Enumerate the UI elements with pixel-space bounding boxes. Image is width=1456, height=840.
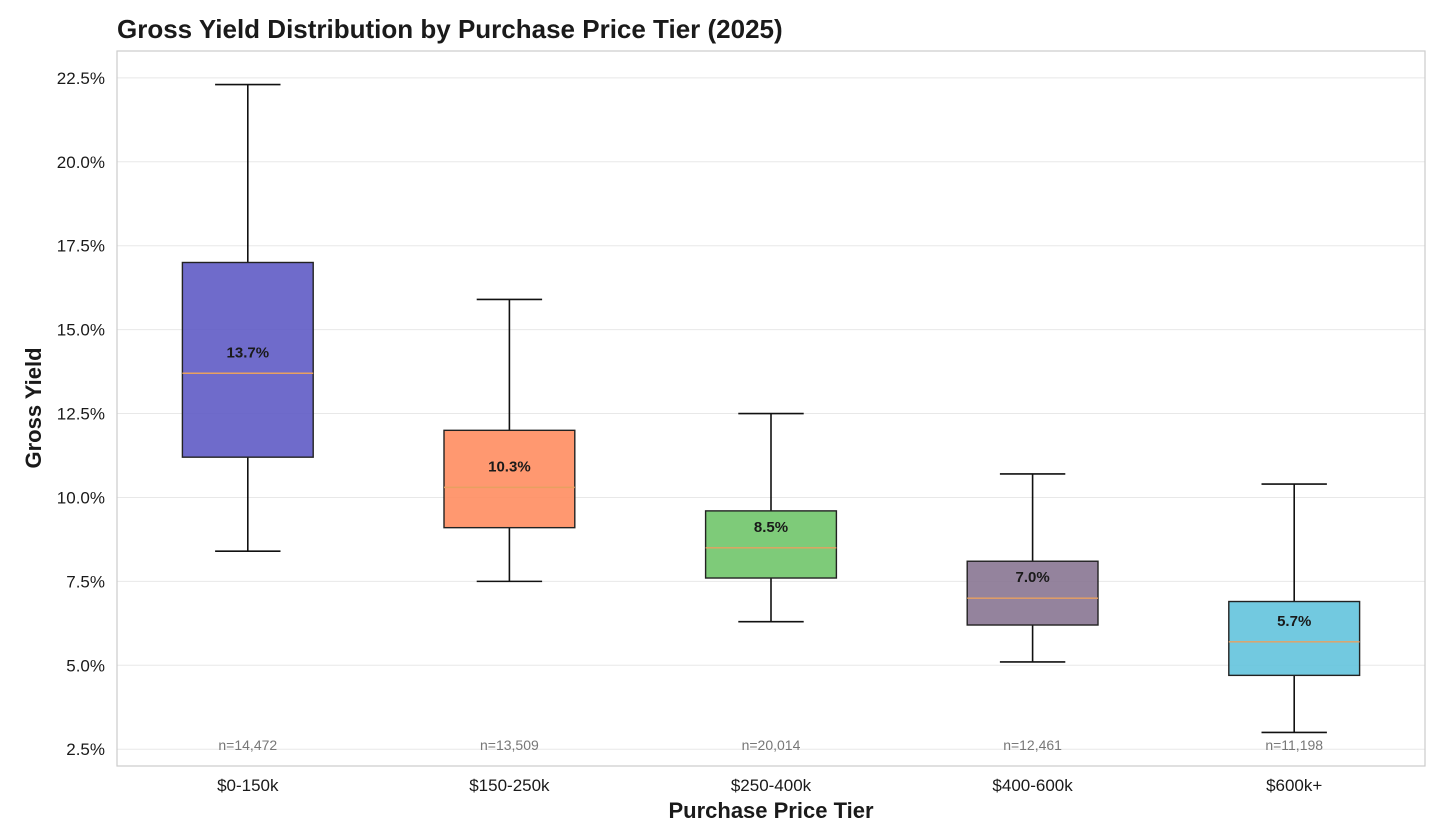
y-tick-label: 17.5% — [57, 237, 105, 256]
plot-area — [117, 51, 1425, 766]
sample-size-label: n=11,198 — [1265, 737, 1323, 753]
box-group: 13.7% n=14,472 — [181, 83, 314, 753]
median-label: 8.5% — [754, 519, 788, 536]
x-axis-ticks: $0-150k $150-250k $250-400k $400-600k $600k+ — [217, 776, 1322, 795]
y-tick-label: 5.0% — [66, 656, 105, 675]
median-label: 5.7% — [1277, 613, 1311, 630]
sample-size-label: n=14,472 — [218, 737, 277, 753]
plot-frame — [116, 50, 1426, 767]
median-label: 10.3% — [488, 458, 531, 475]
box-group: 8.5% n=20,014 — [704, 412, 838, 753]
iqr-box — [1228, 600, 1361, 677]
median-label: 13.7% — [227, 344, 270, 361]
y-tick-label: 20.0% — [57, 153, 105, 172]
box-group: 5.7% n=11,198 — [1228, 483, 1361, 753]
x-tick-label: $600k+ — [1266, 776, 1322, 795]
x-axis-title: Purchase Price Tier — [668, 798, 873, 823]
y-tick-label: 22.5% — [57, 69, 105, 88]
box-group: 10.3% n=13,509 — [443, 298, 576, 753]
median-label: 7.0% — [1015, 569, 1049, 586]
y-tick-label: 15.0% — [57, 321, 105, 340]
sample-size-label: n=13,509 — [480, 737, 539, 753]
chart-title: Gross Yield Distribution by Purchase Pri… — [117, 14, 783, 44]
y-tick-label: 10.0% — [57, 488, 105, 507]
sample-size-label: n=12,461 — [1003, 737, 1062, 753]
x-tick-label: $150-250k — [469, 776, 550, 795]
sample-size-label: n=20,014 — [742, 737, 801, 753]
box-group: 7.0% n=12,461 — [966, 473, 1099, 753]
iqr-box — [704, 510, 838, 579]
iqr-box — [966, 560, 1099, 626]
x-tick-label: $400-600k — [992, 776, 1073, 795]
x-tick-label: $250-400k — [731, 776, 812, 795]
boxes: 13.7% n=14,472 10.3% n=13,509 8.5% n=20,014 7.… — [181, 83, 1361, 753]
iqr-box — [443, 429, 576, 529]
y-axis-ticks: 2.5% 5.0% 7.5% 10.0% 12.5% 15.0% 17.5% 20.0% 22.… — [57, 69, 105, 759]
y-tick-label: 12.5% — [57, 405, 105, 424]
x-tick-label: $0-150k — [217, 776, 279, 795]
y-tick-label: 7.5% — [66, 572, 105, 591]
y-axis-title: Gross Yield — [21, 347, 46, 468]
y-tick-label: 2.5% — [66, 740, 105, 759]
iqr-box — [181, 261, 314, 458]
